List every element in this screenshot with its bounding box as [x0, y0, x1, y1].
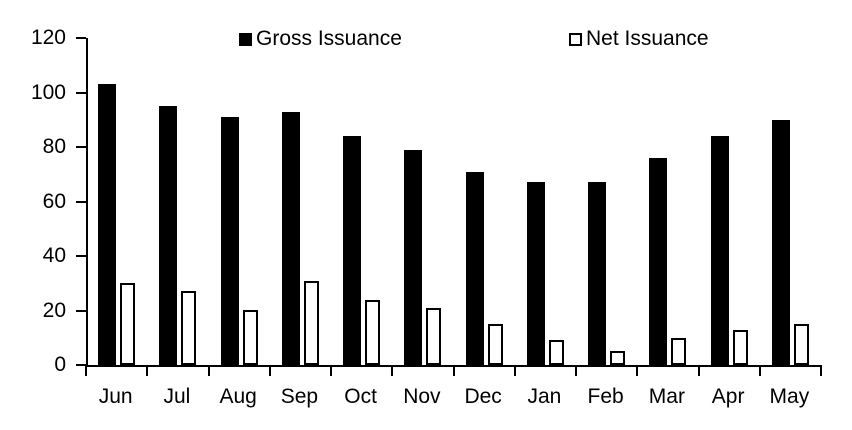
- y-axis-tick-label: 20: [42, 298, 66, 322]
- legend-item-gross-issuance: Gross Issuance: [239, 26, 402, 52]
- x-axis-label-feb: Feb: [587, 385, 624, 408]
- net-issuance-swatch-icon: [569, 32, 582, 46]
- y-axis-tick: [76, 91, 86, 94]
- x-axis-tick: [85, 367, 87, 376]
- gross-issuance-swatch-icon: [239, 32, 252, 46]
- x-axis-label-jan: Jan: [527, 385, 562, 408]
- x-axis-tick: [207, 367, 210, 376]
- y-axis-tick-label: 80: [42, 135, 66, 158]
- x-axis-tick: [330, 367, 332, 376]
- bar-gross-issuance-jun: [98, 84, 116, 365]
- y-axis-tick: [76, 309, 86, 312]
- legend-item-net-issuance: Net Issuance: [569, 26, 709, 52]
- bar-gross-issuance-jan: [527, 182, 545, 365]
- bar-net-issuance-mar: [671, 338, 686, 365]
- x-axis-tick: [391, 367, 394, 376]
- bar-gross-issuance-apr: [711, 136, 729, 365]
- x-axis-tick: [758, 367, 761, 376]
- y-axis-tick: [76, 255, 86, 257]
- bar-net-issuance-sep: [304, 281, 319, 365]
- x-axis-tick: [575, 367, 577, 376]
- legend-label-net-issuance: Net Issuance: [586, 27, 709, 50]
- bar-gross-issuance-aug: [221, 117, 239, 365]
- x-axis-tick: [146, 367, 149, 376]
- x-axis-tick: [513, 367, 516, 376]
- bar-gross-issuance-mar: [649, 158, 667, 365]
- bar-gross-issuance-oct: [343, 136, 361, 365]
- x-axis-label-oct: Oct: [344, 385, 377, 408]
- y-axis-tick: [76, 200, 86, 203]
- x-axis-tick: [452, 367, 455, 376]
- x-axis-label-may: May: [769, 385, 810, 408]
- bar-net-issuance-jun: [120, 283, 135, 365]
- x-axis-tick: [697, 367, 700, 376]
- bar-net-issuance-jul: [181, 291, 196, 365]
- bar-net-issuance-apr: [733, 330, 748, 365]
- bar-net-issuance-jan: [549, 340, 564, 365]
- bar-gross-issuance-may: [772, 120, 790, 365]
- legend-label-gross-issuance: Gross Issuance: [256, 27, 402, 50]
- y-axis-tick-label: 120: [30, 26, 66, 49]
- bar-net-issuance-feb: [610, 351, 625, 365]
- bar-net-issuance-nov: [426, 308, 441, 365]
- x-axis-label-nov: Nov: [403, 385, 441, 408]
- bar-net-issuance-aug: [243, 310, 258, 365]
- y-axis-tick: [76, 37, 86, 39]
- x-axis-tick: [820, 367, 822, 376]
- bar-gross-issuance-sep: [282, 112, 300, 365]
- bar-net-issuance-oct: [365, 300, 380, 365]
- bar-net-issuance-dec: [488, 324, 503, 365]
- x-axis-label-jul: Jul: [163, 385, 191, 408]
- bar-gross-issuance-dec: [466, 172, 484, 365]
- y-axis-tick-label: 100: [30, 80, 66, 104]
- chart-legend: Gross Issuance Net Issuance: [0, 26, 852, 52]
- y-axis-tick-label: 0: [54, 353, 66, 376]
- y-axis-tick-label: 40: [42, 244, 66, 267]
- x-axis-label-mar: Mar: [648, 385, 685, 408]
- x-axis-label-apr: Apr: [711, 385, 745, 408]
- x-axis-label-aug: Aug: [219, 385, 257, 408]
- bar-gross-issuance-jul: [159, 106, 177, 365]
- x-axis-label-sep: Sep: [280, 385, 319, 408]
- y-axis-tick-label: 60: [42, 189, 66, 213]
- x-axis-label-jun: Jun: [98, 385, 133, 408]
- y-axis-line: [86, 38, 88, 367]
- x-axis-tick: [636, 367, 639, 376]
- bar-gross-issuance-feb: [588, 182, 606, 365]
- bar-gross-issuance-nov: [404, 150, 422, 365]
- y-axis-tick: [76, 146, 86, 148]
- x-axis-line: [85, 365, 822, 367]
- bar-net-issuance-may: [794, 324, 809, 365]
- x-axis-tick: [268, 367, 271, 376]
- x-axis-label-dec: Dec: [464, 385, 502, 408]
- y-axis-tick: [76, 364, 86, 366]
